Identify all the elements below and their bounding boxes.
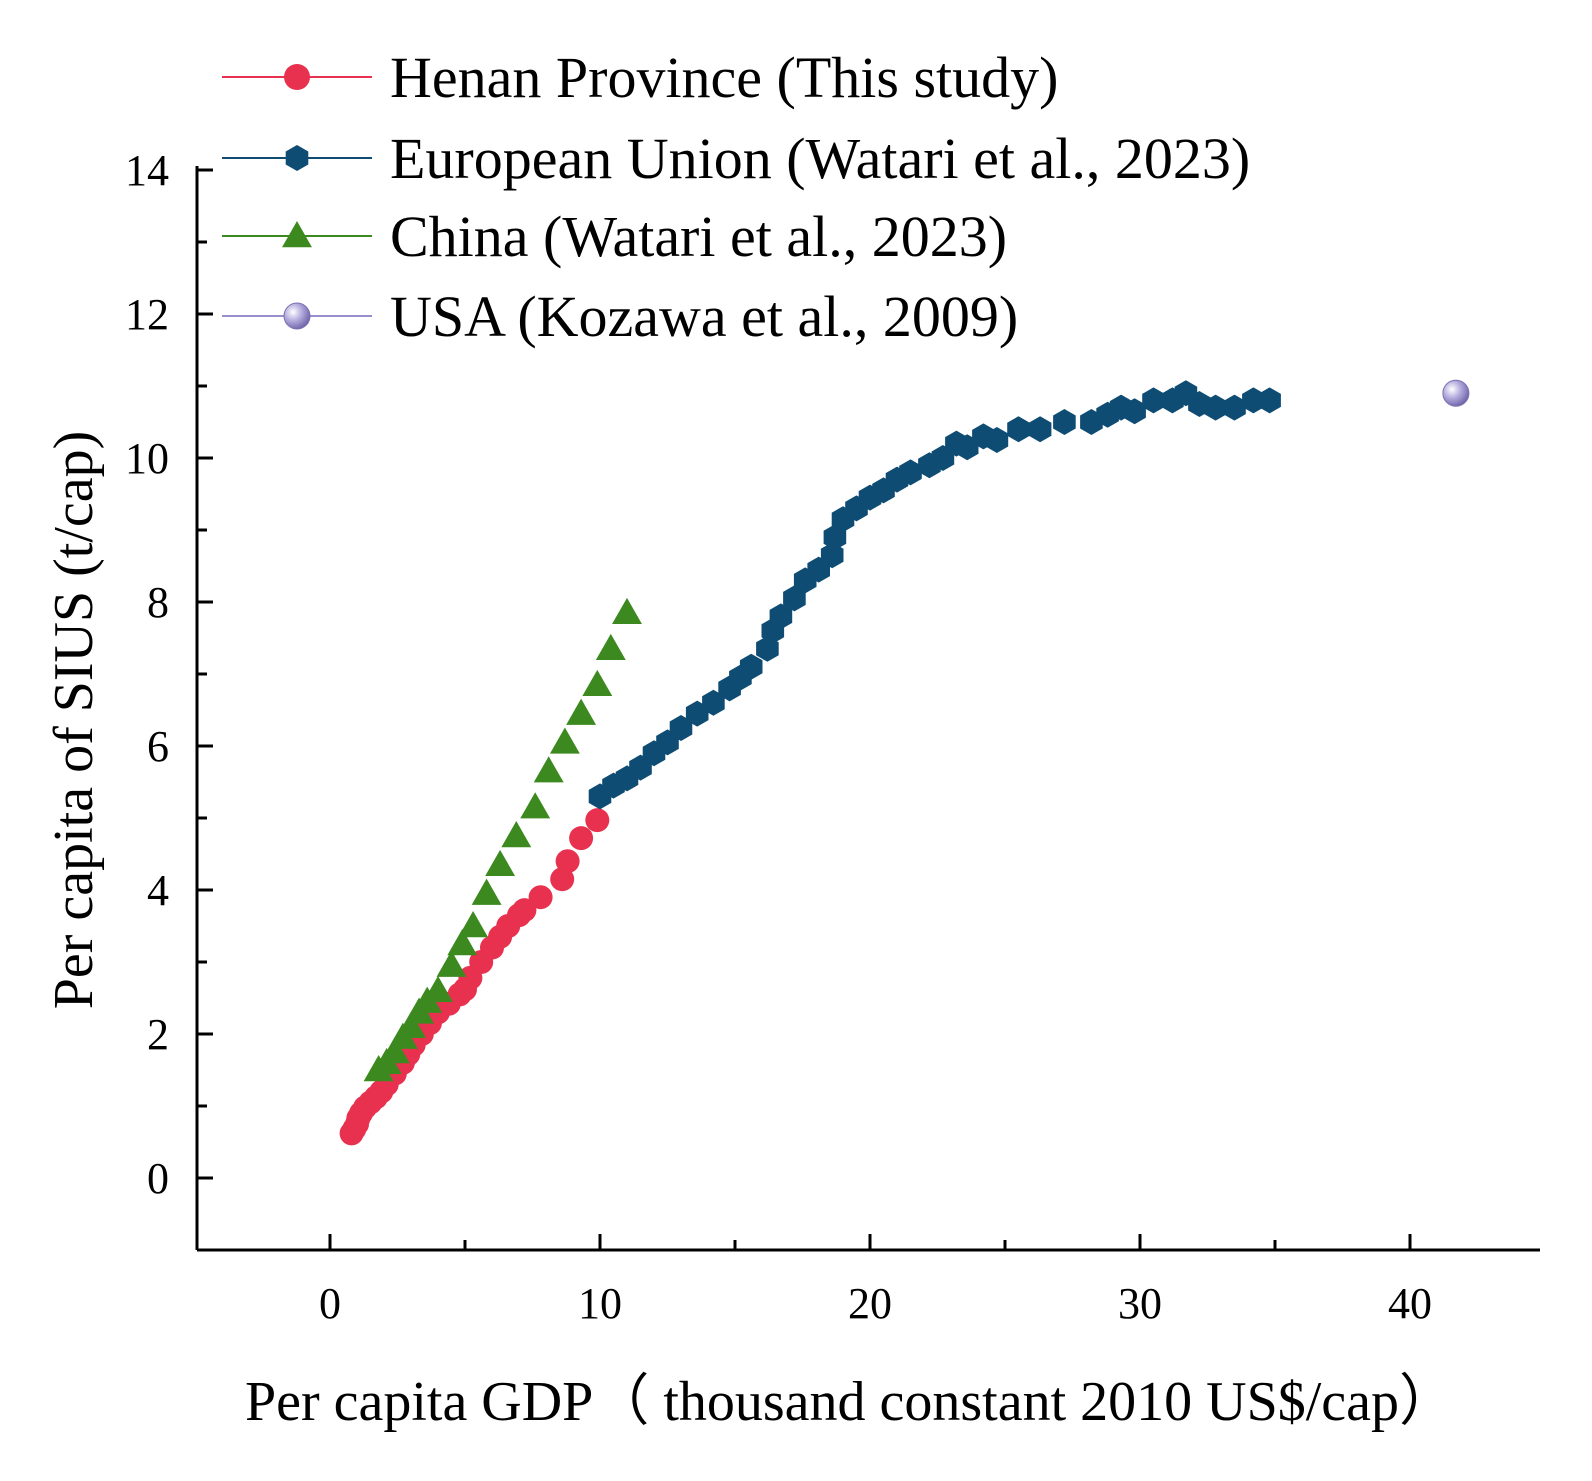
data-point bbox=[595, 633, 626, 661]
data-point bbox=[1442, 379, 1470, 407]
legend-item: USA (Kozawa et al., 2009) bbox=[222, 284, 1018, 349]
y-tick-label: 8 bbox=[147, 578, 169, 627]
x-tick-label: 10 bbox=[578, 1279, 622, 1328]
ticks bbox=[197, 168, 1412, 1252]
legend-item: European Union (Watari et al., 2023) bbox=[222, 126, 1250, 191]
data-point bbox=[585, 808, 610, 833]
series-1 bbox=[588, 380, 1281, 810]
data-point bbox=[533, 756, 564, 783]
tick-labels: 0 2 4 6 8 10 12 14 0 10 20 30 40 bbox=[125, 146, 1432, 1328]
data-point bbox=[899, 459, 922, 486]
data-point bbox=[471, 878, 502, 905]
data-point bbox=[436, 950, 467, 977]
series-0 bbox=[339, 808, 610, 1146]
data-point bbox=[501, 821, 532, 848]
data-point bbox=[612, 597, 642, 625]
y-tick-label: 6 bbox=[147, 722, 169, 771]
data-point bbox=[669, 715, 693, 741]
data-point bbox=[1028, 416, 1052, 443]
data-point bbox=[582, 669, 613, 697]
legend-item: Henan Province (This study) bbox=[222, 45, 1058, 110]
data-point bbox=[702, 689, 725, 716]
data-point bbox=[550, 867, 575, 892]
data-point bbox=[985, 427, 1009, 453]
legend-marker bbox=[282, 221, 312, 248]
data-point bbox=[528, 885, 553, 910]
data-point bbox=[566, 698, 597, 725]
y-tick-label: 14 bbox=[125, 146, 169, 195]
legend-label: China (Watari et al., 2023) bbox=[390, 204, 1007, 269]
y-tick-label: 2 bbox=[147, 1010, 169, 1059]
y-tick-label: 4 bbox=[147, 866, 169, 915]
y-tick-label: 0 bbox=[147, 1154, 169, 1203]
data-point bbox=[569, 826, 594, 851]
legend-label: European Union (Watari et al., 2023) bbox=[390, 126, 1250, 191]
data-point bbox=[458, 911, 489, 938]
data-point bbox=[739, 653, 763, 680]
y-tick-label: 10 bbox=[125, 434, 169, 483]
plot-area: 0 2 4 6 8 10 12 14 0 10 20 30 40 bbox=[125, 146, 1540, 1328]
data-point bbox=[396, 1011, 426, 1039]
x-tick-label: 40 bbox=[1388, 1279, 1432, 1328]
series-2 bbox=[363, 597, 642, 1082]
data-point bbox=[1204, 394, 1227, 421]
legend-marker bbox=[283, 302, 311, 330]
x-tick-label: 30 bbox=[1118, 1279, 1162, 1328]
data-point bbox=[549, 727, 580, 754]
data-point bbox=[1053, 409, 1076, 435]
data-point bbox=[783, 585, 806, 612]
data-point bbox=[1223, 394, 1246, 421]
legend-label: Henan Province (This study) bbox=[390, 45, 1058, 110]
data-point bbox=[447, 929, 478, 956]
legend-item: China (Watari et al., 2023) bbox=[222, 204, 1007, 269]
data-point bbox=[1123, 398, 1146, 425]
data-point bbox=[485, 849, 516, 877]
legend: Henan Province (This study) European Unio… bbox=[222, 45, 1250, 349]
legend-label: USA (Kozawa et al., 2009) bbox=[390, 284, 1018, 349]
data-point bbox=[379, 1037, 410, 1064]
data-point bbox=[1258, 387, 1281, 414]
data-point bbox=[520, 792, 551, 819]
x-tick-label: 20 bbox=[848, 1279, 892, 1328]
series-3 bbox=[1442, 379, 1470, 407]
data-point bbox=[512, 898, 537, 923]
legend-marker bbox=[285, 145, 309, 171]
data-point bbox=[555, 849, 580, 874]
data-point bbox=[820, 542, 844, 569]
x-tick-label: 0 bbox=[319, 1279, 341, 1328]
y-axis-title: Per capita of SIUS (t/cap) bbox=[43, 431, 105, 1009]
data-marks bbox=[339, 379, 1470, 1146]
data-point bbox=[1142, 387, 1165, 414]
data-point bbox=[769, 603, 793, 630]
data-point bbox=[423, 975, 453, 1003]
y-tick-label: 12 bbox=[125, 290, 169, 339]
x-axis-title: Per capita GDP（ thousand constant 2010 U… bbox=[245, 1371, 1455, 1433]
data-point bbox=[1007, 416, 1030, 443]
legend-marker bbox=[284, 64, 310, 90]
